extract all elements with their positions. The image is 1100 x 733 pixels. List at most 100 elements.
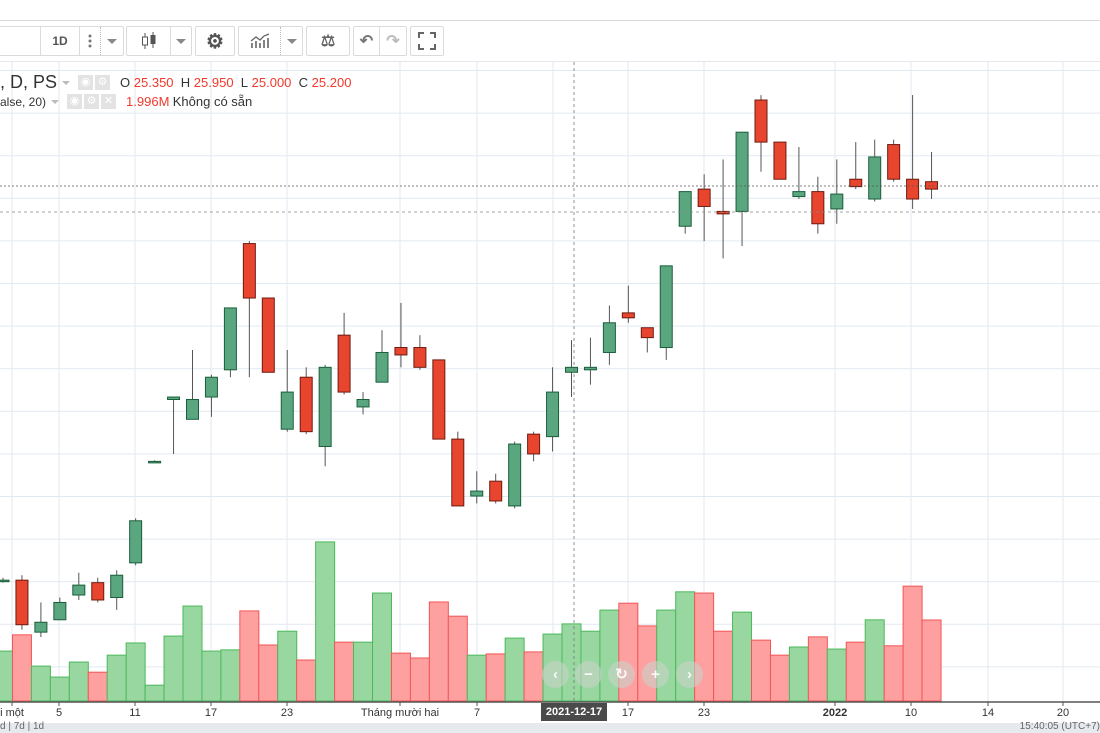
interval-dropdown[interactable] xyxy=(101,27,123,55)
candle-body xyxy=(621,312,635,319)
candle-body xyxy=(754,99,768,143)
volume-bar xyxy=(732,611,753,702)
candle xyxy=(868,139,882,202)
volume-bar xyxy=(409,657,430,702)
volume-bar xyxy=(788,646,809,702)
candle xyxy=(129,518,143,566)
reset-chart-button[interactable]: ↻ xyxy=(608,661,635,688)
eye-icon[interactable]: ◉ xyxy=(67,94,83,109)
volume-bar xyxy=(599,609,620,702)
candle xyxy=(280,350,294,432)
symbol-interval-group: 1D xyxy=(0,26,124,56)
gear-icon[interactable]: ⚙ xyxy=(206,30,224,53)
candle-body xyxy=(318,366,332,448)
candle xyxy=(792,147,806,200)
volume-bar xyxy=(826,648,847,702)
candle xyxy=(583,337,597,385)
indicators-button[interactable] xyxy=(239,27,281,55)
x-tick-label: 2022 xyxy=(823,707,847,719)
candle-body xyxy=(565,366,578,373)
scroll-right-button[interactable]: › xyxy=(676,661,703,688)
grid-lines xyxy=(0,62,1100,702)
candle xyxy=(773,141,787,180)
candle xyxy=(489,473,503,504)
candle-body xyxy=(91,582,105,601)
x-tick-label: 17 xyxy=(622,707,634,719)
volume-bar xyxy=(390,652,411,702)
scroll-left-button[interactable]: ‹ xyxy=(542,661,569,688)
undo-redo-group: ↶ ↷ xyxy=(353,26,407,56)
candle-body xyxy=(659,265,673,349)
volume-bar xyxy=(315,541,336,702)
candle-body xyxy=(640,327,654,339)
x-tick-label: Tháng mười hai xyxy=(361,707,439,719)
candle-body xyxy=(508,443,522,507)
candle xyxy=(925,152,939,200)
candle xyxy=(0,577,10,583)
volume-study-legend: alse, 20) ◉ ⚙ ✕ 1.996M Không có sẵn xyxy=(0,94,252,109)
volume-value: 1.996M xyxy=(126,94,170,109)
candle xyxy=(53,597,67,621)
candle xyxy=(849,142,863,190)
symbol-input[interactable] xyxy=(0,27,41,55)
zoom-in-button[interactable]: + xyxy=(642,661,669,688)
volume-bar xyxy=(277,630,298,702)
indicators-dropdown[interactable] xyxy=(281,27,302,55)
chart-toolbar: 1D ⚙ ⚖ ↶ ↷ xyxy=(0,21,1100,62)
chevron-down-icon[interactable] xyxy=(51,99,60,104)
candle-body xyxy=(223,307,237,371)
candle-body xyxy=(34,621,48,633)
candle xyxy=(15,575,29,630)
candle-body xyxy=(735,131,749,212)
fullscreen-group xyxy=(410,26,444,56)
x-tick-label: 11 xyxy=(129,707,140,719)
fullscreen-icon[interactable] xyxy=(411,27,443,55)
candle xyxy=(621,285,635,323)
expand-arrows-icon xyxy=(418,32,436,50)
eye-icon[interactable]: ◉ xyxy=(78,75,94,90)
candle-body xyxy=(489,480,503,502)
candle xyxy=(91,577,105,603)
gear-icon[interactable]: ⚙ xyxy=(95,75,111,90)
close-icon[interactable]: ✕ xyxy=(101,94,117,109)
candle xyxy=(508,441,522,509)
chevron-down-icon xyxy=(107,38,117,44)
volume-bar xyxy=(769,654,790,702)
indicators-icon xyxy=(250,33,269,48)
volume-bar xyxy=(428,601,449,702)
undo-icon[interactable]: ↶ xyxy=(354,27,380,55)
volume-bar xyxy=(106,654,127,702)
volume-bar xyxy=(239,610,260,702)
candle-body xyxy=(299,376,313,433)
interval-button[interactable]: 1D xyxy=(41,27,80,55)
gear-icon[interactable]: ⚙ xyxy=(84,94,100,109)
candle-body xyxy=(678,191,692,227)
range-buttons[interactable]: d | 7d | 1d xyxy=(0,721,45,732)
zoom-out-button[interactable]: − xyxy=(575,661,602,688)
volume-bar xyxy=(125,642,146,702)
candle xyxy=(413,335,427,370)
more-intervals-icon[interactable] xyxy=(80,27,101,55)
candle-body xyxy=(242,243,256,299)
candle xyxy=(640,327,654,353)
chart-type-dropdown[interactable] xyxy=(171,27,191,55)
candle-body xyxy=(204,376,218,398)
candle-body xyxy=(451,438,465,507)
bottom-bar: d | 7d | 1d 15:40:05 (UTC+7) xyxy=(0,721,1100,733)
crosshair-date-label: 2021-12-17 xyxy=(541,703,607,721)
chevron-down-icon[interactable] xyxy=(62,80,71,85)
candle xyxy=(148,460,162,464)
candle-body xyxy=(337,334,351,393)
redo-icon[interactable]: ↷ xyxy=(386,33,400,50)
x-axis-ticks: i một 5 11 17 23 Tháng mười hai 7 17 23 2022 10 14 2… xyxy=(0,702,1069,719)
chart-type-button[interactable] xyxy=(127,27,171,55)
x-tick-label: 5 xyxy=(56,707,62,719)
volume-bar xyxy=(883,645,904,702)
candle-body xyxy=(546,391,560,438)
volume-bar xyxy=(296,659,317,702)
volume-bar xyxy=(523,651,544,702)
candle-body xyxy=(527,433,541,455)
compare-scale-icon[interactable]: ⚖ xyxy=(320,33,336,50)
candle xyxy=(754,95,768,172)
